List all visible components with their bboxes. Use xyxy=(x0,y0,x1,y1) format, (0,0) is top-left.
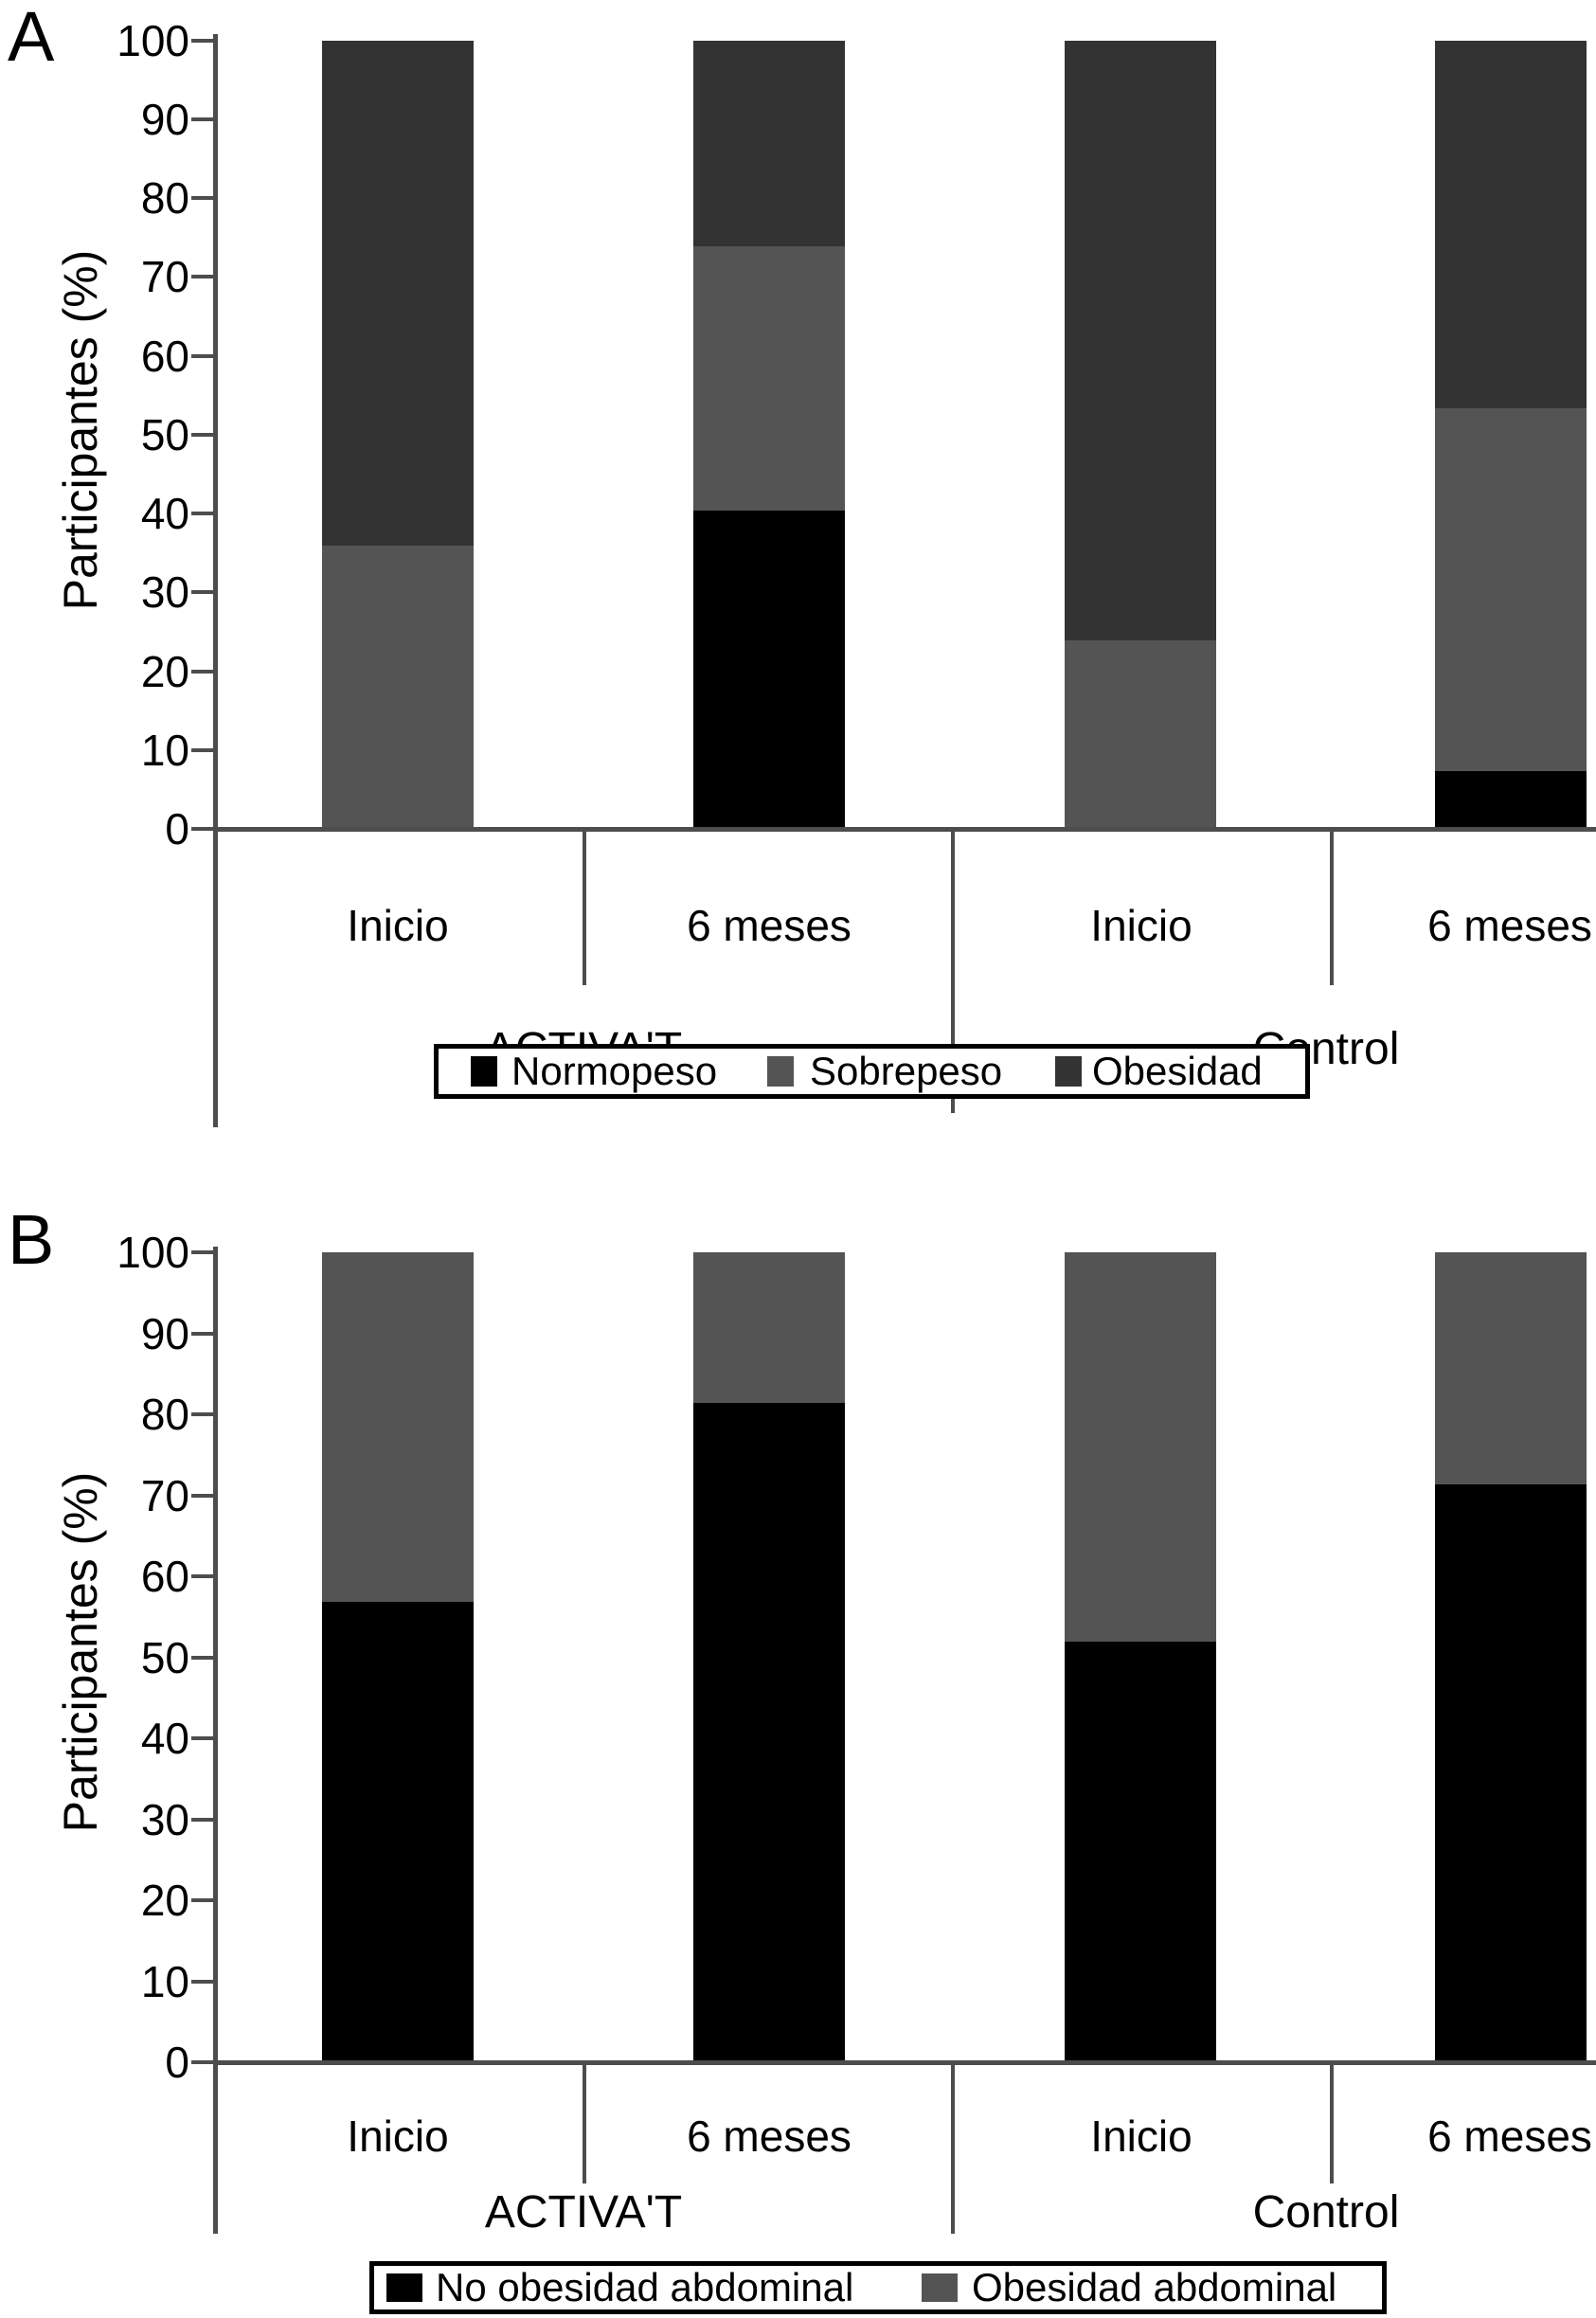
x-category-label: Inicio xyxy=(347,901,449,950)
y-tick-label: 60 xyxy=(140,331,189,381)
panel-a-category-separator xyxy=(1330,832,1334,985)
panel-b-category-separator xyxy=(583,2065,586,2183)
bar-segment xyxy=(1435,406,1587,771)
bar-segment xyxy=(1065,40,1216,641)
x-category-label: Inicio xyxy=(1090,901,1193,950)
y-tick-mark xyxy=(191,2060,213,2064)
bar-segment xyxy=(1065,1641,1216,2063)
bar-segment xyxy=(1065,639,1216,830)
y-tick-mark xyxy=(191,353,213,358)
legend-swatch xyxy=(1055,1056,1082,1087)
x-group-label: ACTIVA'T xyxy=(484,2187,683,2237)
y-tick-label: 30 xyxy=(140,1794,189,1844)
panel-b-y-axis-line xyxy=(213,1247,218,2234)
y-tick-label: 10 xyxy=(140,1956,189,2006)
y-tick-label: 70 xyxy=(140,252,189,302)
y-tick-mark xyxy=(191,1979,213,1984)
y-tick-label: 90 xyxy=(140,94,189,144)
legend-swatch xyxy=(471,1056,497,1087)
bar-segment xyxy=(1065,1252,1216,1643)
y-tick-mark xyxy=(191,196,213,200)
x-category-label: Inicio xyxy=(347,2111,449,2161)
legend-label: Sobrepeso xyxy=(810,1049,1003,1093)
bar-segment xyxy=(1435,1252,1587,1484)
y-tick-mark xyxy=(191,1655,213,1660)
y-tick-label: 100 xyxy=(117,15,189,65)
legend-label: Normopeso xyxy=(511,1049,718,1093)
bar-segment xyxy=(693,1252,845,1404)
panel-b-category-separator xyxy=(1330,2065,1334,2183)
panel-a-legend: Normopeso Sobrepeso Obesidad xyxy=(434,1044,1310,1099)
y-tick-mark xyxy=(191,1250,213,1254)
panel-b-group-separator xyxy=(951,2065,955,2234)
bar-segment xyxy=(693,509,845,830)
y-tick-label: 70 xyxy=(140,1470,189,1520)
legend-swatch xyxy=(767,1056,794,1087)
bar-segment xyxy=(1435,1482,1587,2063)
y-tick-label: 80 xyxy=(140,173,189,223)
y-tick-mark xyxy=(191,1817,213,1822)
y-tick-mark xyxy=(191,432,213,437)
x-category-label: 6 meses xyxy=(1427,901,1592,950)
bar-segment xyxy=(693,40,845,246)
x-group-label: Control xyxy=(1252,2187,1400,2237)
legend-label: No obesidad abdominal xyxy=(436,2265,854,2309)
y-tick-label: 90 xyxy=(140,1308,189,1358)
y-tick-label: 40 xyxy=(140,489,189,538)
y-tick-label: 10 xyxy=(140,725,189,775)
y-tick-mark xyxy=(191,1493,213,1498)
y-tick-label: 40 xyxy=(140,1714,189,1763)
bar-segment xyxy=(1435,769,1587,830)
bar-segment xyxy=(322,1252,474,1602)
y-tick-label: 30 xyxy=(140,567,189,618)
bar-segment xyxy=(322,40,474,547)
y-tick-mark xyxy=(191,827,213,831)
y-tick-label: 0 xyxy=(165,2038,189,2087)
y-tick-mark xyxy=(191,512,213,515)
y-tick-mark xyxy=(191,117,213,121)
x-category-label: 6 meses xyxy=(1427,2111,1592,2161)
panel-a-group-separator xyxy=(951,832,955,1113)
legend-swatch xyxy=(922,2273,958,2302)
y-tick-mark xyxy=(191,1736,213,1740)
panel-b-legend: No obesidad abdominal Obesidad abdominal xyxy=(369,2261,1387,2314)
y-tick-label: 60 xyxy=(140,1552,189,1601)
bar-segment xyxy=(1435,40,1587,408)
panel-a-x-axis-line xyxy=(213,827,1596,832)
bar-segment xyxy=(322,545,474,830)
panel-b-letter: B xyxy=(8,1200,55,1279)
y-tick-label: 100 xyxy=(117,1228,189,1277)
panel-a-y-axis-line xyxy=(213,34,218,1127)
legend-swatch xyxy=(386,2273,422,2302)
bar-segment xyxy=(322,1600,474,2063)
legend-label: Obesidad abdominal xyxy=(972,2265,1337,2309)
panel-b-x-axis-line xyxy=(213,2060,1596,2065)
bar-segment xyxy=(693,244,845,511)
bar-segment xyxy=(693,1402,845,2063)
y-tick-label: 50 xyxy=(140,1632,189,1682)
y-tick-mark xyxy=(191,590,213,595)
x-category-label: 6 meses xyxy=(687,901,852,950)
y-tick-label: 50 xyxy=(140,409,189,459)
y-tick-mark xyxy=(191,669,213,674)
y-tick-mark xyxy=(191,747,213,752)
y-tick-mark xyxy=(191,1898,213,1902)
y-tick-mark xyxy=(191,38,213,43)
y-tick-label: 20 xyxy=(140,1876,189,1925)
y-tick-mark xyxy=(191,1574,213,1578)
legend-label: Obesidad xyxy=(1092,1049,1263,1093)
x-category-label: Inicio xyxy=(1090,2111,1193,2161)
y-tick-mark xyxy=(191,1331,213,1336)
y-tick-mark xyxy=(191,1412,213,1416)
x-category-label: 6 meses xyxy=(687,2111,852,2161)
panel-a-letter: A xyxy=(8,0,55,76)
y-tick-label: 80 xyxy=(140,1390,189,1439)
panel-a-category-separator xyxy=(583,832,586,985)
y-tick-label: 20 xyxy=(140,646,189,696)
y-tick-mark xyxy=(191,275,213,279)
y-tick-label: 0 xyxy=(165,804,189,854)
